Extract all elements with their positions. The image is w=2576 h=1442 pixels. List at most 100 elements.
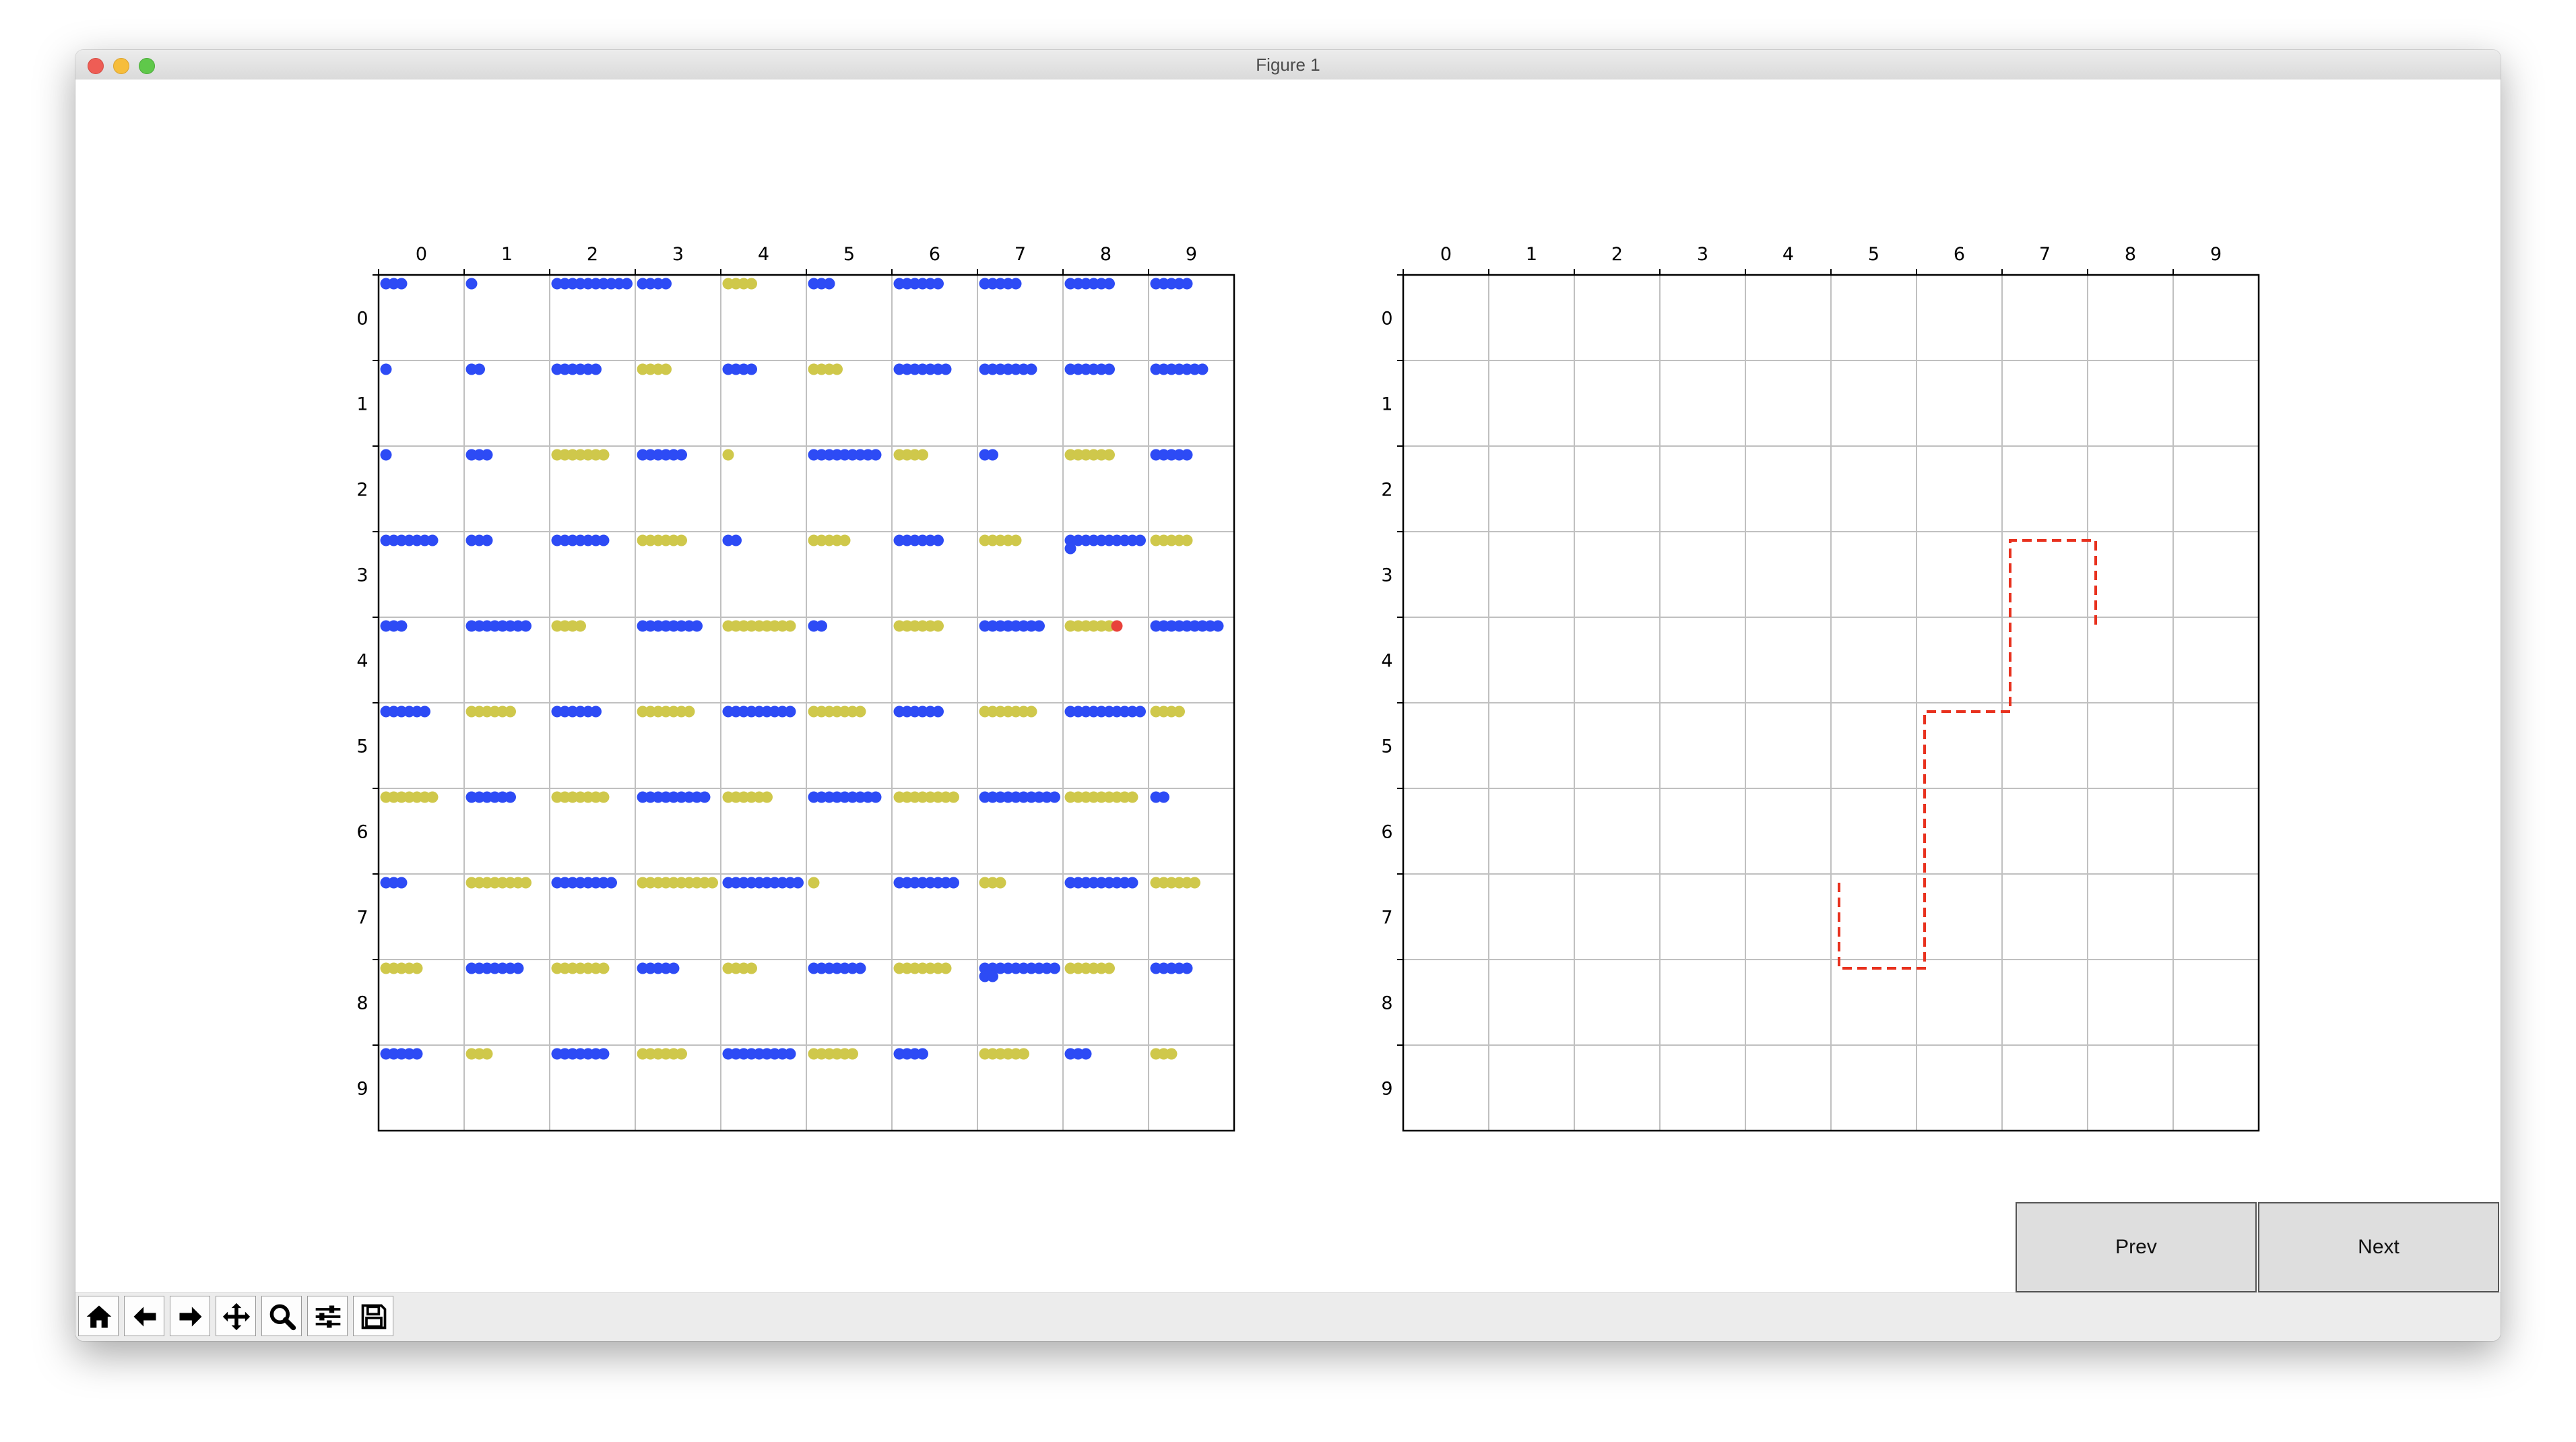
y-tick-label: 3 <box>356 565 368 586</box>
x-tick-label: 5 <box>843 244 855 265</box>
x-tick-label: 3 <box>1697 244 1708 265</box>
agent-marker <box>590 706 602 718</box>
agent-marker <box>1196 363 1209 375</box>
y-tick-label: 5 <box>356 736 368 757</box>
x-tick-label: 4 <box>758 244 769 265</box>
agent-marker <box>465 278 478 290</box>
agent-marker <box>1181 534 1193 546</box>
agent-marker <box>481 534 493 546</box>
agent-marker <box>505 791 516 803</box>
forward-arrow-icon[interactable] <box>170 1296 210 1336</box>
agent-marker <box>699 791 711 803</box>
agent-marker <box>1181 278 1193 290</box>
agent-marker <box>948 877 959 889</box>
agent-marker <box>590 363 602 375</box>
agent-marker <box>1103 278 1115 290</box>
agent-marker <box>395 877 408 889</box>
configure-subplots-icon[interactable] <box>307 1296 348 1336</box>
agent-marker <box>411 1048 423 1060</box>
agent-marker <box>1025 706 1037 718</box>
figure-canvas[interactable]: 0 0 1 1 2 2 3 3 4 4 5 5 6 6 7 7 8 8 9 9 0 0 1 1 2 2 3 3 4 4 5 5 6 6 7 7 8 8 9 9 <box>75 80 2501 1292</box>
agent-marker <box>575 620 586 632</box>
x-tick-label: 2 <box>587 244 598 265</box>
save-icon[interactable] <box>353 1296 393 1336</box>
agent-marker <box>380 363 392 375</box>
agent-marker <box>1010 278 1022 290</box>
close-window-button[interactable] <box>88 58 104 74</box>
zoom-window-button[interactable] <box>139 58 155 74</box>
agent-marker <box>598 449 610 461</box>
agent-marker <box>1181 962 1193 974</box>
agent-marker <box>676 449 687 461</box>
x-tick-label: 3 <box>672 244 684 265</box>
x-tick-label: 6 <box>929 244 940 265</box>
agent-marker <box>784 706 796 718</box>
agent-marker <box>1103 962 1115 974</box>
agent-marker <box>1212 620 1224 632</box>
agent-marker <box>505 706 516 718</box>
next-button[interactable]: Next <box>2258 1202 2499 1292</box>
agent-marker <box>948 791 959 803</box>
y-tick-label: 5 <box>1381 736 1392 757</box>
y-tick-label: 1 <box>1381 394 1392 415</box>
agent-marker <box>395 620 408 632</box>
agent-marker <box>474 363 485 375</box>
agent-marker <box>940 962 952 974</box>
agent-marker <box>512 962 524 974</box>
x-tick-label: 8 <box>1100 244 1112 265</box>
agent-marker <box>481 1048 493 1060</box>
agent-marker <box>411 962 423 974</box>
agent-marker <box>932 278 944 290</box>
agent-marker <box>1134 706 1146 718</box>
y-tick-label: 9 <box>356 1079 368 1100</box>
agent-marker <box>621 278 633 290</box>
agent-marker <box>746 363 757 375</box>
x-tick-label: 1 <box>1526 244 1537 265</box>
prev-button[interactable]: Prev <box>2016 1202 2257 1292</box>
zoom-icon[interactable] <box>261 1296 302 1336</box>
agent-marker <box>784 1048 796 1060</box>
agent-marker <box>668 962 680 974</box>
x-tick-label: 7 <box>2039 244 2051 265</box>
y-tick-label: 8 <box>356 993 368 1014</box>
agent-marker <box>1033 620 1045 632</box>
agent-marker <box>1173 706 1185 718</box>
y-tick-label: 9 <box>1381 1079 1392 1100</box>
x-tick-label: 7 <box>1015 244 1026 265</box>
agent-marker <box>870 791 882 803</box>
agent-marker <box>1025 363 1037 375</box>
agent-marker <box>839 534 851 546</box>
x-tick-label: 8 <box>2125 244 2136 265</box>
agent-marker <box>676 534 687 546</box>
agent-marker <box>1181 449 1193 461</box>
agent-marker <box>395 278 408 290</box>
route-path <box>1838 539 2097 970</box>
agent-marker <box>481 449 493 461</box>
home-icon[interactable] <box>78 1296 119 1336</box>
x-tick-label: 0 <box>1440 244 1452 265</box>
agent-marker <box>1126 877 1138 889</box>
agent-marker <box>987 970 998 982</box>
minimize-window-button[interactable] <box>113 58 129 74</box>
agent-marker <box>683 706 695 718</box>
y-tick-label: 0 <box>356 309 368 330</box>
agent-marker <box>854 706 866 718</box>
agent-marker <box>816 620 827 632</box>
agent-marker <box>419 706 430 718</box>
y-tick-label: 8 <box>1381 993 1392 1014</box>
window-title: Figure 1 <box>1256 55 1320 75</box>
agent-marker <box>520 620 532 632</box>
x-tick-label: 9 <box>1186 244 1197 265</box>
agent-marker <box>691 620 703 632</box>
pan-icon[interactable] <box>216 1296 256 1336</box>
navigation-toolbar <box>75 1292 2501 1341</box>
y-tick-label: 6 <box>356 822 368 843</box>
agent-marker <box>994 877 1006 889</box>
y-tick-label: 4 <box>356 651 368 672</box>
agent-marker <box>598 962 610 974</box>
agent-marker <box>746 278 757 290</box>
right-board: 0 0 1 1 2 2 3 3 4 4 5 5 6 6 7 7 8 8 9 9 <box>1381 244 2260 1132</box>
agent-marker <box>1111 620 1123 632</box>
back-arrow-icon[interactable] <box>124 1296 164 1336</box>
x-tick-label: 6 <box>1954 244 1965 265</box>
